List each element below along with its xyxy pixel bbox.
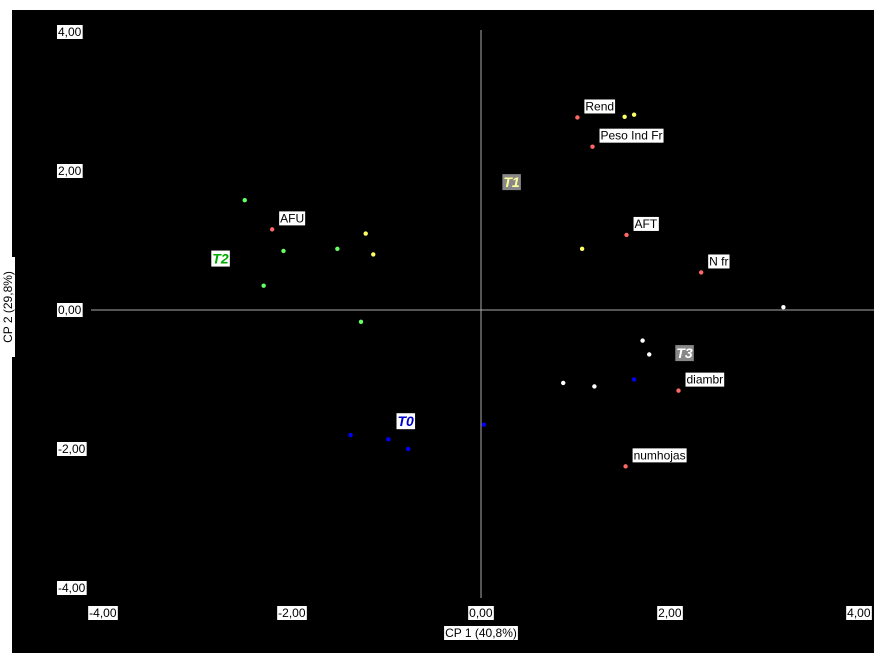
x-tick-label: 2,00 — [658, 606, 682, 620]
data-point — [631, 112, 637, 117]
variable-label: AFU — [280, 211, 304, 225]
data-point — [363, 231, 368, 236]
data-point — [335, 246, 340, 252]
variable-label: Rend — [585, 99, 614, 113]
y-tick-label-bg — [57, 581, 87, 595]
group-label: T3 — [676, 345, 693, 361]
group-label-bg — [211, 250, 230, 267]
y-tick-label: 2,00 — [58, 164, 82, 178]
variable-label-bg — [708, 254, 730, 269]
group-label: T0 — [398, 413, 415, 429]
x-tick-label-bg — [88, 606, 118, 620]
y-tick-label: 0,00 — [58, 303, 82, 317]
group-label-bg — [396, 413, 416, 430]
data-point — [561, 380, 566, 386]
variable-point — [698, 270, 704, 275]
y-tick-label-bg — [57, 164, 83, 178]
group-label-bg — [502, 174, 521, 191]
variable-label-bg — [633, 216, 659, 231]
variable-label-bg — [279, 211, 306, 226]
data-point — [358, 319, 364, 325]
y-tick-label-bg — [57, 303, 83, 317]
variable-label-bg — [685, 372, 725, 387]
x-tick-label: 0,00 — [469, 606, 493, 620]
x-tick-label: -4,00 — [89, 606, 117, 620]
data-point — [622, 114, 627, 119]
variable-point — [590, 144, 595, 149]
data-point — [481, 422, 487, 427]
variable-label: Peso Ind Fr — [601, 129, 663, 143]
x-axis-label-bg — [444, 626, 518, 640]
variable-point — [676, 388, 681, 393]
y-axis-label: CP 2 (29,8%) — [1, 257, 15, 357]
y-tick-label: -2,00 — [58, 442, 86, 456]
data-point — [781, 305, 786, 310]
y-tick-label-bg — [57, 25, 83, 39]
data-point — [640, 338, 645, 343]
x-axis-label: CP 1 (40,8%) — [445, 626, 517, 640]
plot-area: 4,00 2,00 0,00 -2,00 -4,00 -4,00 -2,00 0,00 2,00… — [12, 10, 874, 653]
data-point — [592, 384, 597, 389]
variable-label: N fr — [709, 254, 728, 268]
variable-label: numhojas — [634, 448, 686, 462]
x-tick-label-bg — [277, 606, 307, 620]
data-point — [631, 377, 637, 382]
x-tick-label-bg — [468, 606, 494, 620]
x-tick-label: -2,00 — [278, 606, 306, 620]
data-point — [348, 432, 353, 438]
variable-label-bg — [584, 99, 616, 114]
x-tick-label-bg — [657, 606, 683, 620]
x-tick-label-bg — [846, 606, 872, 620]
y-tick-label-bg — [57, 442, 87, 456]
data-point — [386, 437, 391, 442]
variable-point — [269, 227, 275, 232]
y-tick-label: -4,00 — [58, 581, 86, 595]
y-tick-label: 4,00 — [58, 25, 82, 39]
group-label-bg — [675, 345, 694, 362]
data-point — [406, 446, 411, 452]
variable-label-bg — [632, 448, 687, 463]
variable-label: diambr — [687, 373, 724, 387]
data-point — [647, 352, 652, 357]
variable-point — [623, 464, 628, 469]
data-point — [371, 252, 376, 257]
variable-point — [575, 115, 580, 120]
variable-label-bg — [599, 128, 664, 143]
group-label: T1 — [503, 174, 520, 190]
data-point — [579, 246, 585, 252]
variable-label: AFT — [635, 217, 658, 231]
data-point — [242, 197, 247, 203]
data-point — [261, 283, 266, 288]
x-tick-label: 4,00 — [847, 606, 871, 620]
pca-biplot: 4,00 2,00 0,00 -2,00 -4,00-4,00 -2,00 0,00 2,00… — [57, 25, 874, 640]
data-point — [281, 248, 286, 254]
group-label: T2 — [212, 251, 229, 267]
variable-point — [624, 232, 629, 238]
